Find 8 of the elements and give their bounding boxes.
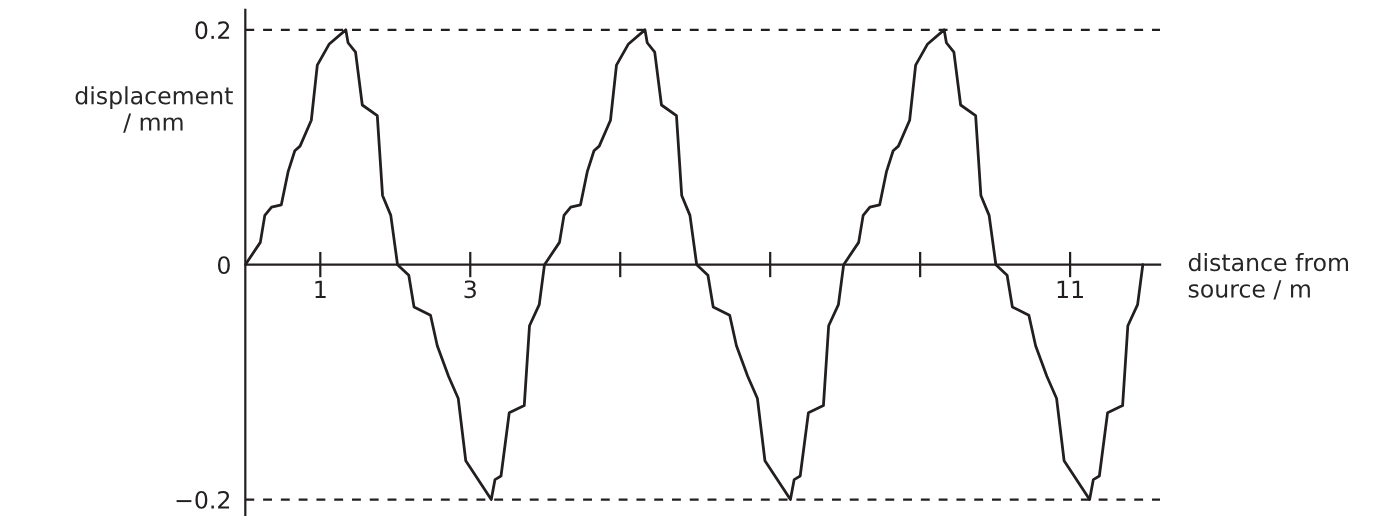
x-tick-label: 11 (1057, 280, 1083, 298)
x-tick-label: 3 (464, 280, 476, 299)
y-tick-label: 0 (217, 256, 230, 274)
x-tick-label: 1 (315, 280, 326, 298)
x-axis-title: distance from source / m (1188, 253, 1349, 300)
y-tick-label: −0.2 (176, 490, 230, 509)
y-tick-label: 0.2 (195, 21, 230, 40)
y-axis-title: displacement / mm (75, 86, 233, 133)
